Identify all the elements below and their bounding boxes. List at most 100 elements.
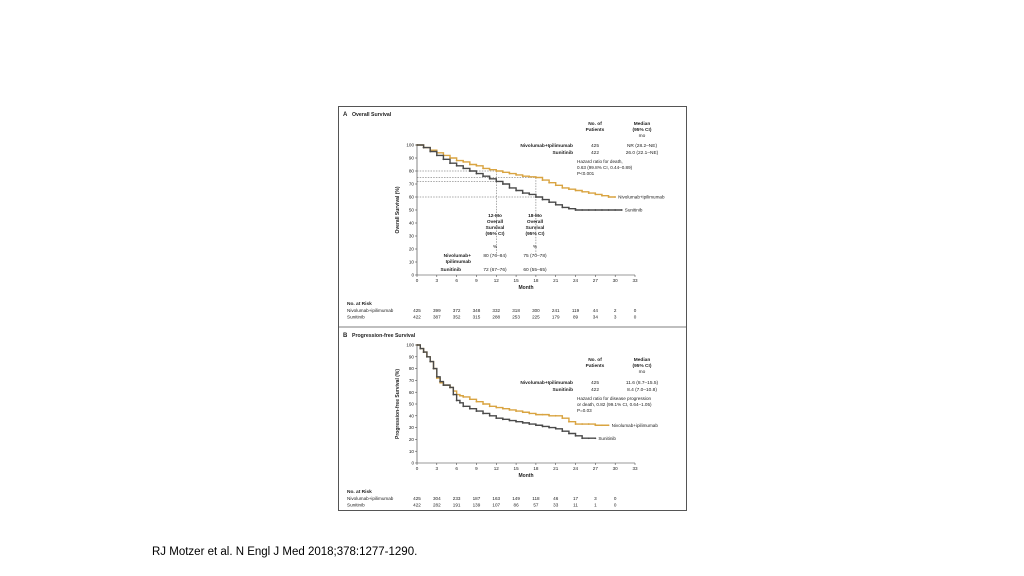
series-point (468, 163, 471, 166)
at-risk-value: 2 (614, 308, 617, 313)
legend-header-median: mo (639, 370, 646, 375)
series-point (521, 192, 524, 194)
landmark-18mo-header: Survival (526, 225, 545, 231)
y-tick-label: 20 (409, 437, 415, 442)
x-tick-label: 33 (632, 466, 638, 471)
series-point (508, 172, 511, 175)
landmark-row-label: Nivolumab+ (444, 253, 472, 259)
at-risk-value: 422 (413, 315, 421, 320)
x-tick-label: 18 (533, 466, 539, 471)
series-point (581, 423, 584, 425)
series-point (574, 434, 577, 437)
series-point (416, 144, 418, 146)
y-tick-label: 60 (409, 195, 415, 200)
series-point (455, 164, 458, 167)
landmark-12mo-header: (95% CI) (486, 231, 505, 237)
at-risk-value: 233 (453, 496, 461, 501)
series-point (501, 418, 504, 421)
series-point (459, 394, 461, 397)
at-risk-value: 425 (413, 496, 421, 501)
series-point (482, 167, 484, 170)
at-risk-value: 315 (473, 315, 481, 320)
legend-stats: Hazard ratio for disease progression (577, 396, 651, 401)
panel-b-title: Progression-free Survival (352, 333, 416, 339)
series-point (501, 171, 504, 174)
landmark-row-label: Sunitinib (440, 267, 461, 273)
legend-header-patients: No. of (588, 121, 602, 127)
at-risk-value: 399 (433, 308, 441, 313)
series-point (455, 159, 458, 162)
x-axis-label: Month (519, 473, 534, 479)
series-point (488, 405, 491, 408)
series-point (462, 167, 465, 170)
y-tick-label: 20 (409, 247, 415, 252)
y-axis-label: Progression-free Survival (%) (395, 369, 401, 439)
landmark-row-label: Ipilimumab (446, 259, 471, 265)
series-point (442, 384, 445, 387)
series-point (475, 410, 478, 412)
at-risk-value: 300 (532, 308, 540, 313)
series-point (475, 172, 478, 175)
y-tick-label: 90 (409, 156, 415, 161)
series-point (528, 193, 531, 196)
y-tick-label: 80 (409, 169, 415, 174)
series-point (495, 170, 498, 172)
x-tick-label: 12 (494, 466, 500, 471)
at-risk-row-name: Sunitinib (347, 503, 365, 508)
curve-label: Nivolumab+ipilimumab (618, 195, 665, 200)
series-point (601, 194, 603, 197)
at-risk-value: 57 (533, 503, 539, 508)
y-tick-label: 40 (409, 221, 415, 226)
series-point (574, 423, 577, 425)
at-risk-row-name: Nivolumab+ipilimumab (347, 496, 394, 501)
series-point (439, 380, 442, 383)
y-tick-label: 40 (409, 413, 415, 418)
y-tick-label: 30 (409, 234, 415, 239)
series-point (515, 189, 517, 192)
series-point (554, 414, 557, 417)
at-risk-row-name: Sunitinib (347, 315, 365, 320)
legend-row-median: NR (28.2–NE) (627, 143, 658, 149)
at-risk-value: 17 (573, 496, 579, 501)
at-risk-value: 119 (572, 308, 580, 313)
series-point (581, 190, 584, 193)
landmark-percent: % (493, 244, 498, 250)
series-point (561, 206, 564, 209)
series-point (416, 344, 418, 346)
landmark-percent: % (533, 244, 538, 250)
y-tick-label: 0 (411, 461, 414, 466)
landmark-18mo-header: (95% CI) (526, 231, 545, 237)
at-risk-row-name: Nivolumab+ipilimumab (347, 308, 394, 313)
at-risk-value: 425 (413, 308, 421, 313)
series-point (587, 192, 590, 194)
series-point (528, 423, 531, 425)
series-point (535, 413, 537, 416)
at-risk-value: 318 (512, 308, 520, 313)
series-point (614, 196, 617, 198)
landmark-12mo-header: 12-Mo (488, 213, 502, 219)
x-tick-label: 6 (455, 466, 458, 471)
citation-caption: RJ Motzer et al. N Engl J Med 2018;378:1… (152, 546, 418, 558)
at-risk-value: 332 (492, 308, 500, 313)
series-point (462, 396, 465, 398)
series-point (521, 411, 524, 414)
series-point (554, 184, 557, 187)
at-risk-value: 282 (433, 503, 441, 508)
legend-row-name: Sunitinib (552, 387, 573, 393)
y-tick-label: 100 (406, 143, 414, 148)
at-risk-value: 253 (512, 315, 520, 320)
at-risk-value: 149 (512, 496, 520, 501)
x-tick-label: 33 (632, 278, 638, 283)
at-risk-value: 422 (413, 503, 421, 508)
curve-label: Sunitinib (625, 208, 643, 213)
series-point (587, 423, 590, 425)
at-risk-value: 372 (453, 308, 461, 313)
series-point (548, 426, 551, 429)
at-risk-value: 44 (593, 308, 599, 313)
series-point (594, 193, 597, 196)
x-tick-label: 21 (553, 278, 559, 283)
at-risk-value: 139 (473, 503, 481, 508)
series-point (482, 412, 484, 415)
landmark-18mo-header: Overall (527, 219, 543, 225)
